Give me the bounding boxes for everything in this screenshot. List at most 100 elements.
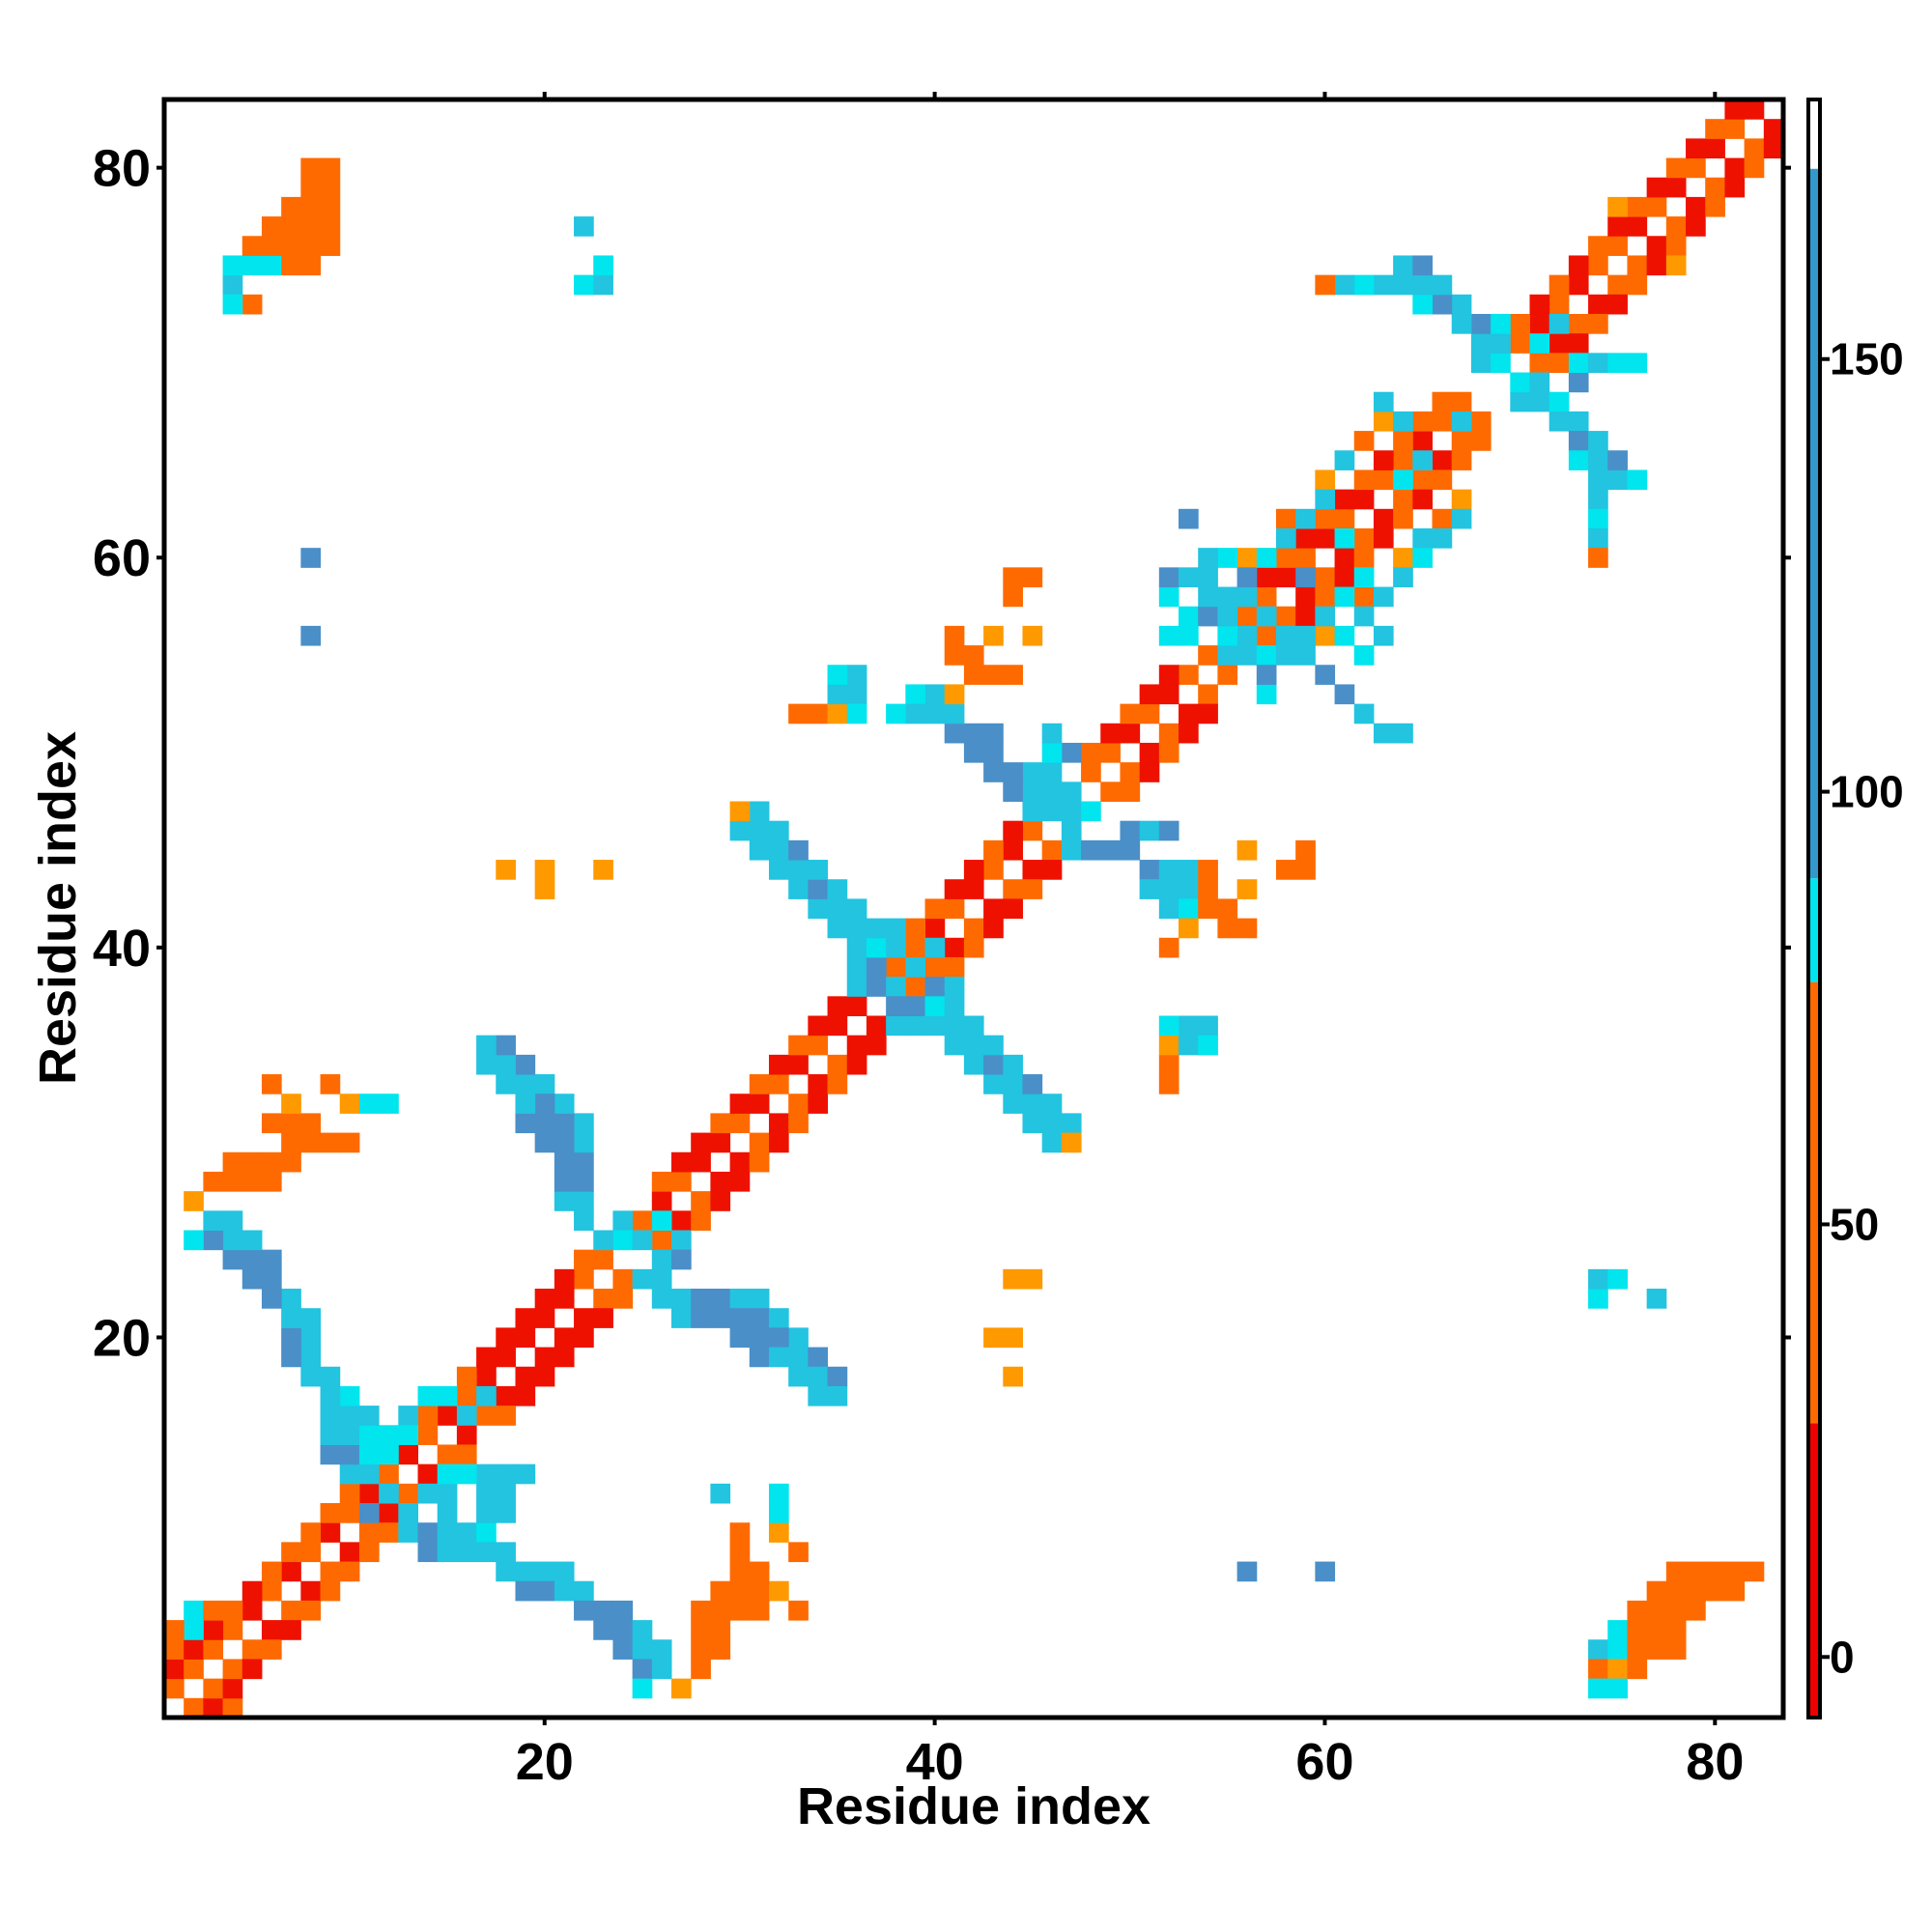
heatmap-cell bbox=[1041, 742, 1063, 763]
heatmap-cell bbox=[184, 1620, 204, 1640]
heatmap-cell bbox=[1627, 469, 1648, 491]
heatmap-cell bbox=[924, 918, 946, 939]
heatmap-cell bbox=[554, 1347, 575, 1368]
heatmap-cell bbox=[1158, 1035, 1179, 1056]
heatmap-cell bbox=[1665, 255, 1687, 276]
heatmap-cell bbox=[768, 1522, 789, 1543]
heatmap-cell bbox=[963, 937, 984, 958]
heatmap-cell bbox=[534, 1561, 555, 1582]
heatmap-cell bbox=[358, 1483, 380, 1504]
heatmap-cell bbox=[534, 1289, 555, 1309]
y-tick-label: 20 bbox=[93, 1309, 151, 1367]
heatmap-cell bbox=[320, 1425, 341, 1445]
heatmap-cell bbox=[1588, 236, 1608, 256]
heatmap-cell bbox=[515, 1366, 536, 1387]
heatmap-cell bbox=[1295, 586, 1316, 608]
heatmap-cell bbox=[1627, 255, 1648, 276]
heatmap-cell bbox=[300, 1522, 322, 1543]
heatmap-cell bbox=[222, 294, 243, 315]
heatmap-cell bbox=[1003, 665, 1023, 685]
heatmap-cell bbox=[1236, 567, 1258, 588]
heatmap-cell bbox=[281, 1561, 301, 1582]
heatmap-cell bbox=[886, 956, 906, 978]
heatmap-cell bbox=[1491, 313, 1511, 334]
heatmap-cell bbox=[729, 1600, 751, 1621]
heatmap-cell bbox=[632, 1268, 653, 1290]
heatmap-cell bbox=[417, 1522, 439, 1543]
heatmap-cell bbox=[300, 1366, 322, 1387]
heatmap-cell bbox=[788, 839, 809, 861]
heatmap-cell bbox=[1373, 469, 1394, 491]
heatmap-cell bbox=[866, 1035, 887, 1056]
heatmap-cell bbox=[339, 1483, 360, 1504]
heatmap-cell bbox=[749, 1327, 770, 1349]
heatmap-cell bbox=[1665, 1639, 1687, 1660]
heatmap-cell bbox=[866, 1015, 887, 1037]
heatmap-cell bbox=[710, 1308, 731, 1328]
heatmap-cell bbox=[1217, 918, 1238, 939]
heatmap-cell bbox=[320, 177, 341, 198]
heatmap-cell bbox=[534, 1580, 555, 1602]
heatmap-cell bbox=[1003, 762, 1023, 782]
heatmap-cell bbox=[261, 1268, 282, 1290]
heatmap-cell bbox=[691, 1639, 711, 1660]
heatmap-cell bbox=[944, 1035, 965, 1056]
heatmap-cell bbox=[983, 860, 1004, 880]
heatmap-cell bbox=[651, 1230, 672, 1251]
heatmap-cell bbox=[437, 1483, 458, 1504]
heatmap-cell bbox=[632, 1620, 653, 1640]
heatmap-cell bbox=[554, 1191, 575, 1211]
heatmap-cell bbox=[729, 1151, 751, 1173]
heatmap-cell bbox=[1041, 1113, 1063, 1134]
heatmap-cell bbox=[768, 1074, 789, 1094]
heatmap-cell bbox=[1236, 548, 1258, 568]
heatmap-cell bbox=[1179, 879, 1199, 899]
heatmap-cell bbox=[1607, 1678, 1628, 1699]
heatmap-cell bbox=[1607, 216, 1628, 237]
heatmap-cell bbox=[379, 1444, 399, 1465]
heatmap-cell bbox=[554, 1561, 575, 1582]
heatmap-cell bbox=[554, 1113, 575, 1134]
heatmap-cell bbox=[300, 1580, 322, 1602]
heatmap-cell bbox=[1179, 723, 1199, 744]
heatmap-cell bbox=[924, 684, 946, 705]
heatmap-cell bbox=[846, 898, 867, 920]
heatmap-cell bbox=[515, 1113, 536, 1134]
heatmap-cell bbox=[963, 665, 984, 685]
heatmap-cell bbox=[320, 1074, 341, 1094]
heatmap-cell bbox=[1295, 625, 1316, 646]
heatmap-cell bbox=[1003, 1074, 1023, 1094]
heatmap-cell bbox=[905, 956, 926, 978]
heatmap-cell bbox=[808, 1035, 829, 1056]
heatmap-cell bbox=[1432, 274, 1453, 296]
heatmap-cell bbox=[358, 1094, 380, 1114]
heatmap-cell bbox=[749, 1600, 770, 1621]
heatmap-cell bbox=[1236, 625, 1258, 646]
heatmap-cell bbox=[281, 1327, 301, 1349]
heatmap-cell bbox=[222, 1249, 243, 1270]
colorbar-segment bbox=[1808, 168, 1820, 879]
heatmap-cell bbox=[496, 1074, 516, 1094]
heatmap-cell bbox=[1198, 567, 1218, 588]
heatmap-cell bbox=[496, 1542, 516, 1563]
heatmap-cell bbox=[358, 1503, 380, 1523]
heatmap-cell bbox=[1217, 665, 1238, 685]
heatmap-cell bbox=[261, 236, 282, 256]
heatmap-cell bbox=[1022, 879, 1043, 899]
heatmap-cell bbox=[788, 1542, 809, 1563]
heatmap-cell bbox=[691, 1132, 711, 1153]
heatmap-cell bbox=[1041, 762, 1063, 782]
heatmap-cell bbox=[1275, 527, 1296, 549]
heatmap-cell bbox=[1705, 1580, 1725, 1602]
heatmap-cell bbox=[924, 996, 946, 1016]
heatmap-cell bbox=[554, 1327, 575, 1349]
heatmap-cell bbox=[242, 1580, 263, 1602]
heatmap-cell bbox=[1451, 489, 1472, 510]
heatmap-cell bbox=[593, 860, 613, 880]
heatmap-cell bbox=[924, 898, 946, 920]
heatmap-cell bbox=[1568, 353, 1589, 374]
colorbar: 0 50 100 150 bbox=[1806, 98, 1904, 1719]
heatmap-cell bbox=[768, 1054, 789, 1075]
heatmap-cell bbox=[768, 1483, 789, 1504]
heatmap-cell bbox=[1198, 1015, 1218, 1037]
